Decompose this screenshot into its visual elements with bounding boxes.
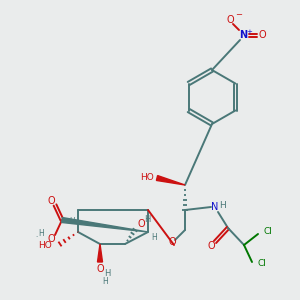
Text: O: O: [168, 237, 176, 247]
Text: H: H: [151, 232, 157, 242]
Text: O: O: [226, 15, 234, 25]
Text: N: N: [211, 202, 219, 212]
Text: O: O: [47, 196, 55, 206]
Text: H: H: [144, 215, 150, 224]
Text: O: O: [258, 30, 266, 40]
Text: H: H: [102, 278, 108, 286]
Text: −: −: [236, 11, 242, 20]
Text: H: H: [104, 269, 110, 278]
Polygon shape: [156, 176, 185, 185]
Text: .: .: [35, 232, 37, 238]
Text: H: H: [220, 202, 226, 211]
Text: Cl: Cl: [264, 227, 273, 236]
Text: HO: HO: [38, 242, 52, 250]
Text: Cl: Cl: [258, 260, 267, 268]
Polygon shape: [98, 244, 103, 262]
Text: O: O: [96, 264, 104, 274]
Text: N: N: [239, 30, 247, 40]
Text: H: H: [38, 229, 44, 238]
Text: HO: HO: [140, 173, 154, 182]
Text: H: H: [69, 218, 75, 226]
Text: O: O: [207, 241, 215, 251]
Text: +: +: [246, 29, 252, 35]
Text: O: O: [47, 234, 55, 244]
Text: O: O: [137, 219, 145, 229]
Polygon shape: [62, 218, 148, 232]
